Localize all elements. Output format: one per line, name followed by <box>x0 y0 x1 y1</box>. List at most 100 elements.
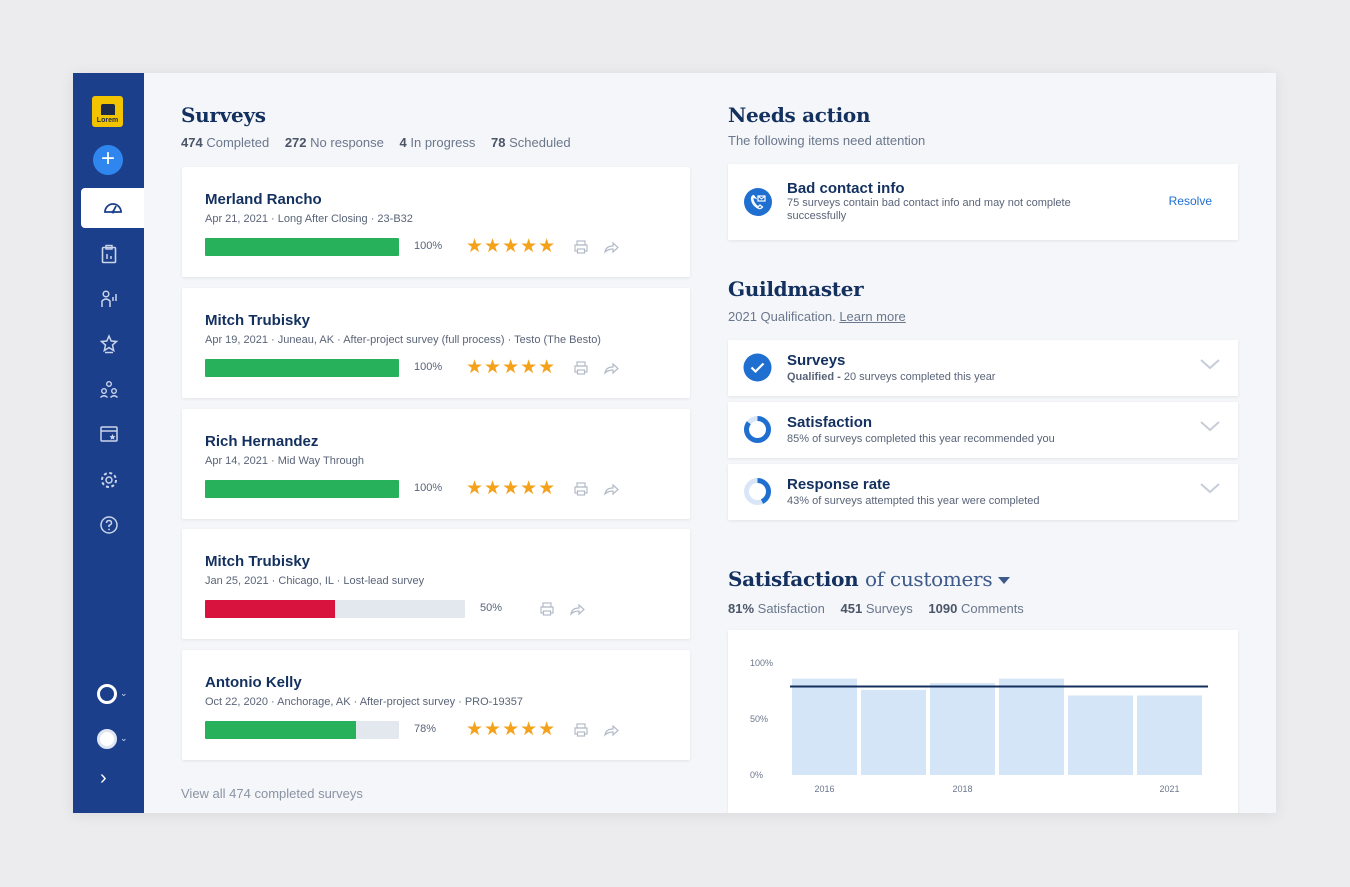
bad-contact-title: Bad contact info <box>787 180 905 197</box>
team-icon <box>99 381 118 399</box>
print-icon[interactable] <box>573 239 589 255</box>
chevron-down-icon[interactable] <box>1199 419 1221 433</box>
print-icon[interactable] <box>573 481 589 497</box>
survey-meta: Apr 14, 2021 · Mid Way Through <box>205 455 364 467</box>
guildmaster-subtitle: 2021 Qualification. Learn more <box>728 309 906 324</box>
guild-item-surveys[interactable]: Surveys Qualified - 20 surveys completed… <box>728 340 1238 396</box>
survey-card[interactable]: Rich Hernandez Apr 14, 2021 · Mid Way Th… <box>182 409 690 519</box>
sidebar-item-team[interactable] <box>73 369 144 409</box>
progress-bar <box>205 238 399 256</box>
sidebar-item-surveys[interactable] <box>73 234 144 274</box>
share-icon[interactable] <box>603 722 619 738</box>
satisfaction-filter-dropdown[interactable]: of customers <box>865 567 993 591</box>
y-tick-label: 100% <box>750 658 773 668</box>
chart-bar <box>1137 695 1202 775</box>
chart-bar <box>1068 695 1133 775</box>
gear-icon <box>100 472 117 488</box>
ring-progress-icon <box>744 478 771 505</box>
survey-card[interactable]: Mitch Trubisky Apr 19, 2021 · Juneau, AK… <box>182 288 690 398</box>
bad-contact-desc: 75 surveys contain bad contact info and … <box>787 197 1071 222</box>
survey-meta: Jan 25, 2021 · Chicago, IL · Lost-lead s… <box>205 575 425 587</box>
guild-item-satisfaction[interactable]: Satisfaction 85% of surveys completed th… <box>728 402 1238 458</box>
share-icon[interactable] <box>603 481 619 497</box>
survey-name: Antonio Kelly <box>205 674 302 691</box>
app-window: Lorem + ⌄ ⌄ › Surveys <box>73 73 1276 813</box>
needs-action-subtitle: The following items need attention <box>728 133 926 148</box>
guild-item-desc: 43% of surveys attempted this year were … <box>787 495 1040 507</box>
needs-action-title: Needs action <box>728 103 871 127</box>
star-rating: ★★★★★ <box>466 478 557 499</box>
clipboard-icon <box>101 244 116 264</box>
stat-completed: 474 Completed <box>181 135 270 150</box>
surveys-title: Surveys <box>181 103 266 127</box>
sidebar-item-dashboard[interactable] <box>81 188 144 228</box>
stat-scheduled: 78 Scheduled <box>491 135 571 150</box>
x-tick-label: 2018 <box>952 784 972 794</box>
guildmaster-title: Guildmaster <box>728 277 864 301</box>
share-icon[interactable] <box>603 360 619 376</box>
satisfaction-chart: 100% 50% 0% 2016 2018 2021 <box>728 630 1238 813</box>
surveys-summary: 474 Completed 272 No response 4 In progr… <box>181 135 583 150</box>
progress-fill <box>205 359 399 377</box>
account-avatar[interactable] <box>97 684 117 704</box>
y-tick-label: 0% <box>750 770 763 780</box>
phone-mail-icon <box>744 188 772 216</box>
chart-bar <box>792 678 857 775</box>
person-chart-icon <box>100 290 117 307</box>
progress-fill <box>205 238 399 256</box>
resolve-link[interactable]: Resolve <box>1168 194 1212 208</box>
guild-item-title: Satisfaction <box>787 414 873 431</box>
sidebar-item-help[interactable] <box>73 505 144 545</box>
print-icon[interactable] <box>539 601 555 617</box>
progress-percent: 100% <box>414 240 443 252</box>
sidebar-item-reports[interactable] <box>73 279 144 319</box>
progress-percent: 100% <box>414 361 443 373</box>
account-chevron-icon[interactable]: ⌄ <box>120 688 128 698</box>
caret-down-icon[interactable] <box>998 577 1011 584</box>
survey-card[interactable]: Antonio Kelly Oct 22, 2020 · Anchorage, … <box>182 650 690 760</box>
progress-bar <box>205 600 465 618</box>
guild-item-desc: 85% of surveys completed this year recom… <box>787 433 1055 445</box>
company-logo[interactable]: Lorem <box>92 96 123 127</box>
share-icon[interactable] <box>569 601 585 617</box>
chart-bar <box>861 689 926 775</box>
chevron-down-icon[interactable] <box>1199 481 1221 495</box>
chart-bar <box>999 678 1064 775</box>
progress-fill <box>205 600 335 618</box>
add-button[interactable]: + <box>93 145 123 175</box>
star-rating: ★★★★★ <box>466 719 557 740</box>
print-icon[interactable] <box>573 360 589 376</box>
survey-card[interactable]: Merland Rancho Apr 21, 2021 · Long After… <box>182 167 690 277</box>
survey-name: Rich Hernandez <box>205 433 319 450</box>
survey-card[interactable]: Mitch Trubisky Jan 25, 2021 · Chicago, I… <box>182 529 690 639</box>
chevron-down-icon[interactable] <box>1199 357 1221 371</box>
logo-mark <box>100 104 115 115</box>
learn-more-link[interactable]: Learn more <box>839 309 906 324</box>
share-icon[interactable] <box>603 239 619 255</box>
print-icon[interactable] <box>573 722 589 738</box>
progress-bar <box>205 721 399 739</box>
expand-sidebar-icon[interactable]: › <box>100 767 107 789</box>
progress-percent: 50% <box>480 602 503 614</box>
stat-satisfaction: 81% Satisfaction <box>728 601 825 616</box>
user-chevron-icon[interactable]: ⌄ <box>120 733 128 743</box>
satisfaction-summary: 81% Satisfaction 451 Surveys 1090 Commen… <box>728 601 1036 616</box>
star-rating: ★★★★★ <box>466 357 557 378</box>
bad-contact-card: Bad contact info 75 surveys contain bad … <box>728 164 1238 240</box>
stat-no-response: 272 No response <box>284 135 384 150</box>
guild-item-title: Surveys <box>787 352 846 369</box>
x-tick-label: 2016 <box>814 784 834 794</box>
progress-fill <box>205 480 399 498</box>
guild-item-response-rate[interactable]: Response rate 43% of surveys attempted t… <box>728 464 1238 520</box>
star-badge-icon <box>99 334 118 354</box>
survey-meta: Apr 21, 2021 · Long After Closing · 23-B… <box>205 213 413 225</box>
guild-item-desc: Qualified - 20 surveys completed this ye… <box>787 371 996 383</box>
view-all-surveys-link[interactable]: View all 474 completed surveys <box>181 786 363 801</box>
sidebar-item-settings[interactable] <box>73 460 144 500</box>
user-avatar[interactable] <box>97 729 117 749</box>
sidebar-item-website[interactable] <box>73 414 144 454</box>
sidebar-item-reviews[interactable] <box>73 324 144 364</box>
browser-star-icon <box>99 426 118 442</box>
satisfaction-title[interactable]: Satisfaction of customers <box>728 567 1011 591</box>
progress-bar <box>205 359 399 377</box>
